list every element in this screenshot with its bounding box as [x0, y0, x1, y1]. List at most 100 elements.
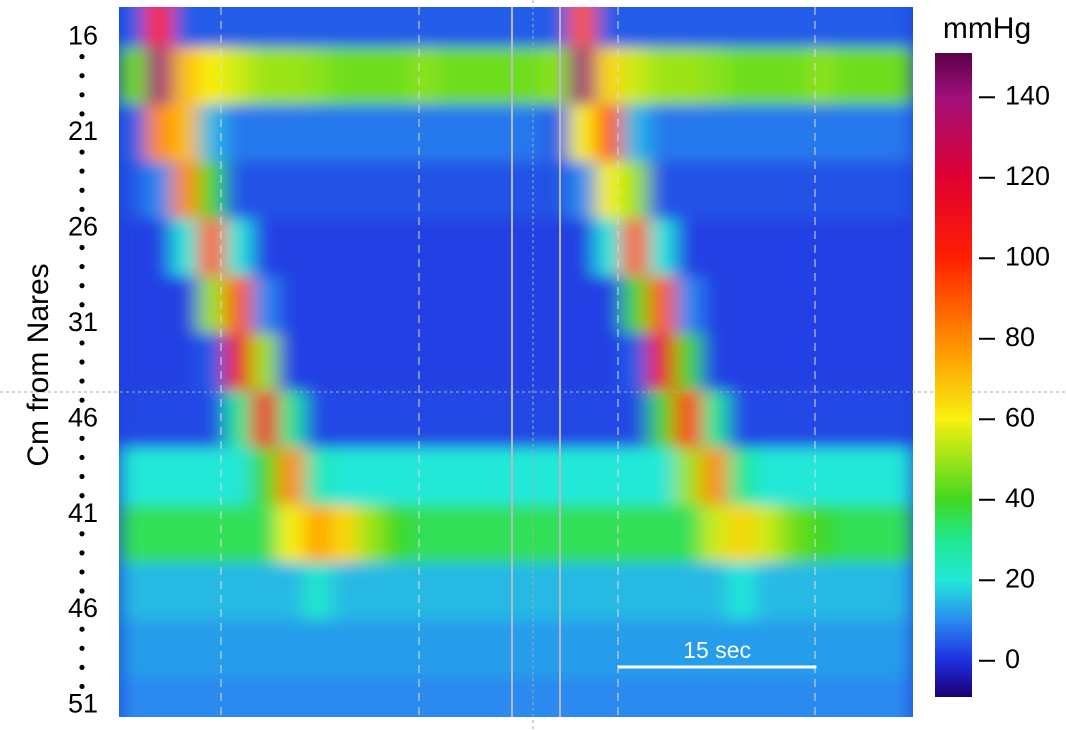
heatmap-cell — [330, 390, 358, 449]
heatmap-cell — [621, 333, 649, 392]
y-tick-label: 16 — [68, 21, 98, 51]
heatmap-cell — [516, 161, 543, 220]
heatmap-cell — [410, 161, 438, 220]
heatmap-cell — [674, 447, 702, 506]
heatmap-cell — [410, 390, 438, 449]
heatmap-cell — [754, 676, 782, 717]
heatmap-cell — [727, 161, 755, 220]
heatmap-cell — [780, 276, 808, 334]
heatmap-cell — [568, 333, 596, 392]
heatmap-cell — [357, 7, 385, 48]
y-axis-label: Cm from Nares — [22, 263, 55, 466]
heatmap-cell — [568, 676, 596, 717]
heatmap-cell — [568, 161, 596, 220]
heatmap-cell — [145, 333, 173, 392]
heatmap-cell — [145, 447, 173, 506]
heatmap-cell — [780, 447, 808, 506]
heatmap-cell — [648, 161, 676, 220]
heatmap-cell — [145, 390, 173, 449]
heatmap-cell — [436, 47, 464, 105]
heatmap-cell — [727, 333, 755, 392]
heatmap-cell — [436, 390, 464, 449]
heatmap-cell — [674, 505, 702, 563]
heatmap-cell — [674, 390, 702, 449]
heatmap-cell — [621, 161, 649, 220]
heatmap-cell — [780, 7, 808, 48]
heatmap-cell — [119, 505, 146, 563]
heatmap-cell — [780, 390, 808, 449]
heatmap-cell — [277, 276, 305, 334]
heatmap-cell — [860, 505, 888, 563]
heatmap-cell — [727, 218, 755, 277]
y-axis-dot — [79, 340, 85, 346]
heatmap-cell — [330, 218, 358, 277]
heatmap-cell — [145, 104, 173, 163]
heatmap-cell — [171, 676, 199, 717]
heatmap-cell — [701, 104, 729, 163]
heatmap-cell — [171, 562, 199, 621]
heatmap-cell — [277, 447, 305, 506]
heatmap-cell — [542, 276, 570, 334]
heatmap-cell — [410, 7, 438, 48]
heatmap-cell — [648, 619, 676, 678]
heatmap-cell — [145, 218, 173, 277]
heatmap-cell — [568, 47, 596, 105]
heatmap-cell — [171, 447, 199, 506]
heatmap-cell — [277, 333, 305, 392]
heatmap-cell — [383, 505, 411, 563]
heatmap-cell — [701, 333, 729, 392]
heatmap-cell — [886, 676, 913, 717]
heatmap-cell — [330, 676, 358, 717]
heatmap-cell — [516, 47, 543, 105]
heatmap-cell — [463, 447, 491, 506]
heatmap-cell — [621, 390, 649, 449]
heatmap-cell — [807, 447, 835, 506]
heatmap-cell — [886, 447, 913, 506]
heatmap-cell — [701, 161, 729, 220]
y-axis-dot — [79, 454, 85, 461]
heatmap-cell — [304, 161, 332, 220]
y-axis-dot — [79, 378, 85, 384]
heatmap-cell — [251, 161, 279, 220]
heatmap-cell — [436, 276, 464, 334]
heatmap-cell — [383, 390, 411, 449]
heatmap-cell — [886, 161, 913, 220]
heatmap-cell — [330, 7, 358, 48]
heatmap-cell — [886, 47, 913, 105]
heatmap-cell — [807, 161, 835, 220]
heatmap-cell — [119, 276, 146, 334]
heatmap-cell — [516, 276, 543, 334]
heatmap-cell — [304, 562, 332, 621]
heatmap-cell — [516, 218, 543, 277]
heatmap-cell — [648, 447, 676, 506]
heatmap-cell — [330, 333, 358, 392]
heatmap-cell — [542, 619, 570, 678]
heatmap-cell — [357, 619, 385, 678]
heatmap-cell — [833, 619, 861, 678]
heatmap-cell — [463, 7, 491, 48]
heatmap-cell — [648, 47, 676, 105]
colorbar-tick-label: 100 — [1005, 241, 1050, 271]
heatmap-cell — [833, 390, 861, 449]
heatmap-cell — [251, 676, 279, 717]
y-axis-dot — [79, 54, 85, 60]
y-tick-label: 41 — [68, 498, 98, 528]
heatmap-cell — [621, 505, 649, 563]
heatmap-cell — [807, 47, 835, 105]
heatmap-cell — [701, 562, 729, 621]
heatmap-cell — [330, 104, 358, 163]
heatmap-cell — [119, 104, 146, 163]
heatmap-cell — [542, 333, 570, 392]
heatmap-cell — [119, 562, 146, 621]
heatmap-cell — [251, 390, 279, 449]
heatmap-cell — [119, 333, 146, 392]
heatmap-cell — [833, 7, 861, 48]
heatmap-cell — [833, 104, 861, 163]
heatmap-cell — [304, 505, 332, 563]
heatmap-cell — [304, 104, 332, 163]
heatmap-cell — [807, 562, 835, 621]
heatmap-cell — [224, 390, 252, 449]
heatmap-cell — [383, 104, 411, 163]
heatmap-cell — [807, 276, 835, 334]
